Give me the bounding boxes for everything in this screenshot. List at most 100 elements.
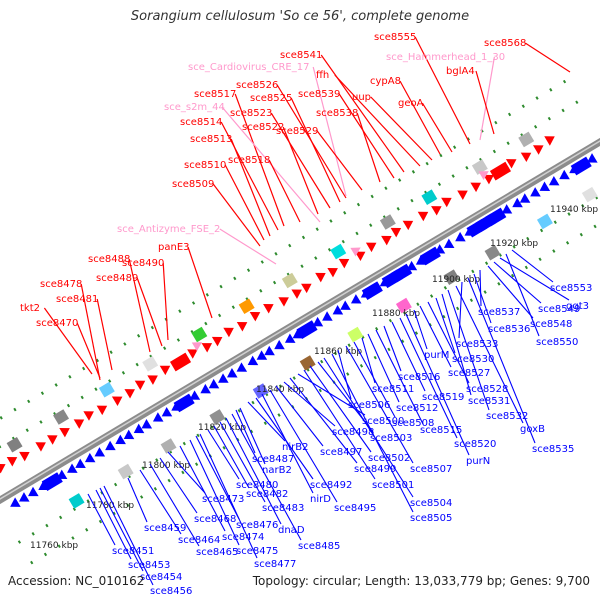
reverse-gene-marker: [115, 434, 126, 445]
reverse-gene-marker: [41, 472, 63, 491]
top-label-leader: [524, 42, 571, 73]
top-label-leader: [128, 258, 151, 353]
forward-gene-marker: [365, 242, 377, 253]
gene-label-bottom: dnaD: [278, 525, 305, 536]
top-label-leader: [219, 228, 277, 265]
bottom-label-leader: [195, 435, 240, 520]
reverse-gene-marker: [340, 300, 351, 310]
gene-label-bottom: sce8485: [298, 541, 340, 552]
forward-gene-marker: [338, 258, 350, 269]
forward-gene-marker: [520, 152, 532, 163]
bottom-label-leader: [95, 489, 132, 560]
bottom-label-leader: [87, 493, 116, 546]
gene-label-top: sce8513: [190, 134, 232, 145]
reverse-gene-marker: [133, 423, 145, 434]
gene-label-bottom: sce8505: [410, 513, 452, 524]
gene-label-bottom: sce8508: [392, 418, 434, 429]
gene-label-bottom: sce8473: [202, 494, 244, 505]
forward-gene-marker: [159, 365, 171, 376]
reverse-gene-marker: [105, 440, 116, 451]
gene-label-top: sce8490: [122, 258, 164, 269]
gene-label-bottom: sce8477: [254, 559, 296, 570]
reverse-gene-marker: [548, 175, 560, 186]
genome-axis: [0, 137, 600, 505]
gene-label-top: sce8526: [236, 80, 278, 91]
forward-gene-marker: [187, 349, 198, 359]
top-label-leader: [234, 93, 285, 227]
bottom-label-leader: [505, 253, 540, 337]
gene-label-bottom: sce8456: [150, 586, 192, 597]
misc-feature-marker: [142, 356, 159, 372]
misc-feature-marker: [471, 159, 488, 175]
gene-label-bottom: sce8453: [128, 560, 170, 571]
reverse-gene-marker: [173, 393, 195, 413]
bottom-label-leader: [179, 445, 226, 532]
gene-label-top: sce8509: [172, 179, 214, 190]
gene-label-bottom: sce8499: [354, 464, 396, 475]
bottom-label-leader: [213, 425, 250, 489]
misc-feature-marker: [160, 438, 177, 454]
bottom-label-leader: [323, 357, 414, 498]
scale-label: 11800 kbp: [142, 461, 190, 471]
forward-gene-marker: [390, 227, 402, 238]
forward-gene-marker: [211, 336, 223, 347]
bottom-label-leader: [473, 273, 492, 324]
gene-label-bottom: sce8531: [468, 396, 510, 407]
reverse-gene-marker: [455, 231, 466, 242]
gene-label-bottom: sce8495: [334, 503, 376, 514]
misc-feature-marker: [330, 243, 347, 260]
top-label-leader: [338, 93, 395, 179]
bottom-label-leader: [487, 265, 534, 319]
forward-gene-marker: [147, 375, 158, 385]
gene-label-top: sce_Hammerhead_1_30: [386, 52, 505, 63]
forward-gene-marker: [47, 435, 58, 445]
top-label-leader: [80, 283, 101, 381]
reverse-gene-marker: [141, 419, 153, 429]
reverse-gene-marker: [264, 345, 275, 356]
forward-gene-marker: [457, 190, 468, 200]
gene-label-top: sce_Cardiovirus_CRE_17: [188, 62, 309, 73]
forward-gene-marker: [544, 136, 555, 146]
top-label-leader: [312, 66, 347, 197]
forward-gene-marker: [201, 343, 213, 353]
gene-label-bottom: sce8480: [236, 480, 278, 491]
misc-feature-marker: [98, 381, 115, 398]
forward-gene-marker: [134, 380, 146, 391]
reverse-gene-marker: [530, 187, 541, 197]
bottom-label-leader: [479, 269, 482, 307]
top-label-leader: [268, 159, 301, 223]
forward-gene-marker: [169, 352, 192, 372]
misc-feature-marker: [238, 298, 255, 315]
top-label-leader: [224, 164, 265, 241]
gene-label-top: sce8541: [280, 50, 322, 61]
gene-label-bottom: sce8487: [252, 454, 294, 465]
gene-label-bottom: sce8553: [550, 283, 592, 294]
top-label-leader: [136, 277, 163, 347]
misc-feature-marker: [379, 214, 396, 230]
bottom-label-leader: [413, 309, 428, 350]
gene-label-top: sce8514: [180, 117, 222, 128]
misc-feature-marker: [518, 131, 535, 148]
gene-label-top: sce8478: [40, 279, 82, 290]
gene-label-bottom: sce8497: [320, 447, 362, 458]
bottom-label-leader: [441, 293, 472, 396]
gene-label-bottom: sce8512: [396, 403, 438, 414]
forward-gene-marker: [19, 451, 30, 462]
reverse-gene-marker: [443, 238, 455, 249]
gene-label-bottom: sce8527: [448, 368, 490, 379]
reverse-gene-marker: [218, 373, 229, 383]
reverse-gene-marker: [236, 362, 248, 372]
forward-gene-marker: [354, 251, 366, 262]
bottom-label-leader: [149, 463, 200, 547]
gene-label-bottom: sce8503: [370, 433, 412, 444]
gene-label-top: sce8488: [88, 254, 130, 265]
reverse-gene-marker: [256, 350, 268, 360]
bottom-label-leader: [283, 381, 336, 427]
reverse-gene-marker: [123, 429, 135, 440]
bottom-label-leader: [219, 421, 266, 503]
gene-label-bottom: sce8535: [532, 444, 574, 455]
gene-label-bottom: sce8482: [246, 489, 288, 500]
forward-gene-marker: [111, 396, 123, 407]
forward-gene-marker: [96, 405, 108, 416]
forward-gene-marker: [431, 206, 442, 216]
